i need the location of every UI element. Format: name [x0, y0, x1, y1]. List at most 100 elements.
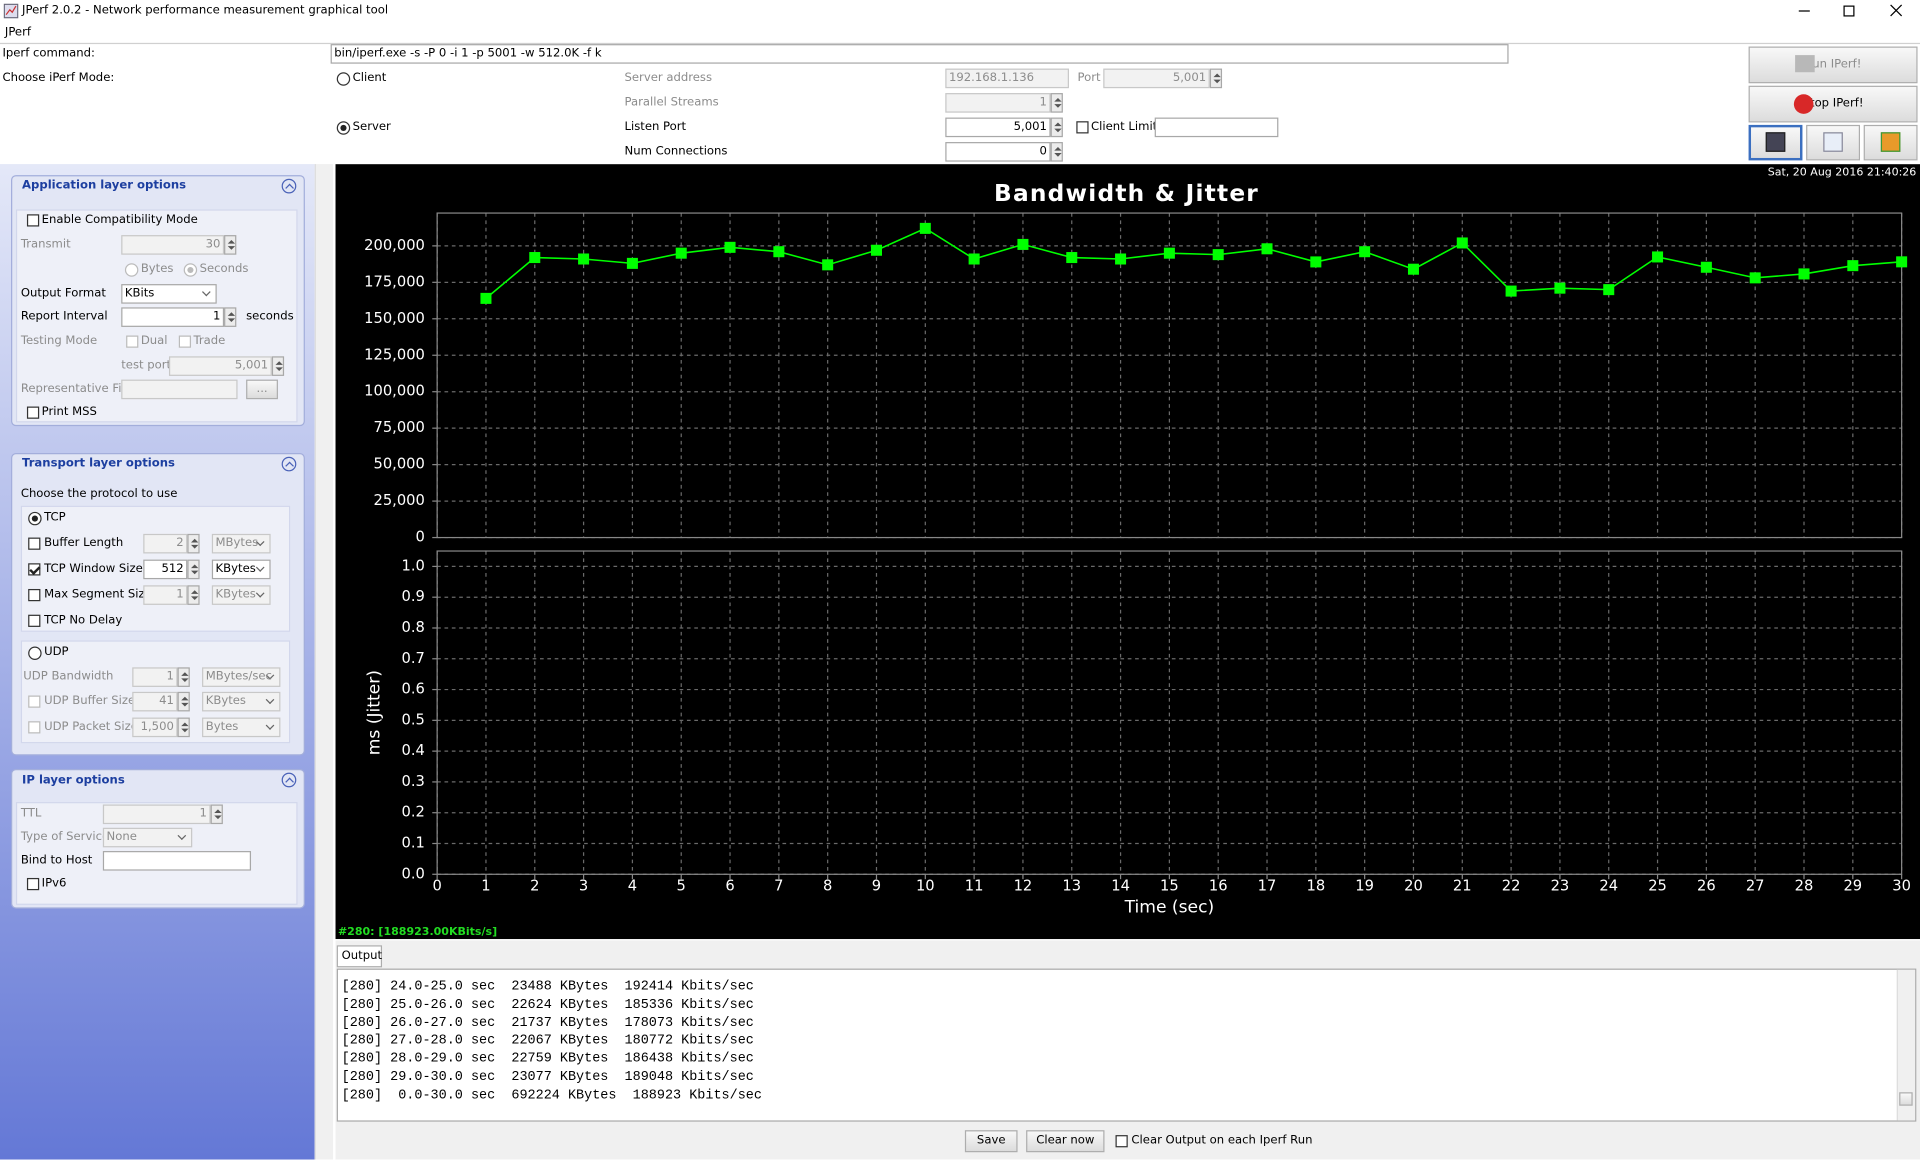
dropdown	[211, 533, 271, 554]
data-point	[1847, 260, 1859, 272]
chart-title: Bandwidth & Jitter	[994, 180, 1259, 207]
checkbox[interactable]	[28, 537, 41, 550]
command-field[interactable]	[330, 44, 1509, 64]
button-label[interactable]: Save	[976, 1133, 1006, 1148]
label: TTL	[20, 806, 42, 821]
label: Report Interval	[20, 309, 108, 324]
app-icon	[3, 3, 19, 19]
dropdown	[102, 827, 193, 848]
text-field	[168, 356, 272, 376]
stop-icon	[1793, 94, 1814, 114]
button-label[interactable]: Clear now	[1036, 1133, 1095, 1148]
label: Clear Output on each Iperf Run	[1131, 1133, 1313, 1148]
text-field	[121, 235, 225, 255]
y-tick-label: 200,000	[364, 237, 425, 254]
collapse-button[interactable]	[281, 178, 297, 194]
button	[246, 379, 278, 400]
field-value: 41	[159, 694, 174, 708]
checkbox[interactable]	[28, 614, 41, 627]
checkbox	[126, 335, 139, 348]
spinner	[224, 235, 237, 255]
text-field[interactable]	[945, 117, 1051, 138]
y-tick-label: 125,000	[364, 346, 425, 363]
toolbar-button[interactable]	[1748, 124, 1803, 161]
checkbox[interactable]	[26, 877, 40, 891]
spinner	[177, 717, 190, 738]
y-tick-label: 175,000	[364, 273, 425, 290]
label: Parallel Streams	[624, 95, 719, 109]
radio[interactable]	[28, 646, 42, 661]
menu-item[interactable]: JPerf	[4, 25, 31, 40]
text-field[interactable]	[102, 851, 252, 871]
field-value: 30	[205, 237, 221, 252]
spinner[interactable]	[187, 559, 200, 580]
collapse-button[interactable]	[281, 772, 297, 788]
label: Server	[352, 120, 391, 134]
scrollbar[interactable]	[1896, 969, 1916, 1121]
collapse-button[interactable]	[281, 456, 297, 472]
text-area[interactable]	[336, 968, 1917, 1122]
button-label[interactable]: Stop IPerf!	[1802, 96, 1864, 111]
dropdown[interactable]	[121, 284, 217, 304]
radio[interactable]	[28, 511, 42, 526]
text-field[interactable]	[143, 559, 188, 580]
y-tick-label: 50,000	[373, 456, 424, 473]
label: Dual	[140, 334, 168, 348]
x-tick-label: 16	[1209, 878, 1228, 895]
tab-label[interactable]: Output	[341, 948, 383, 963]
data-point	[626, 257, 638, 269]
field-value: 0	[1039, 144, 1047, 158]
label: Port	[1077, 71, 1101, 85]
x-tick-label: 10	[916, 878, 935, 895]
y-tick-label: 100,000	[364, 383, 425, 400]
spinner[interactable]	[224, 307, 237, 327]
data-point	[675, 247, 687, 259]
label: Bytes	[140, 262, 174, 276]
label: Trade	[193, 334, 226, 348]
tab[interactable]	[336, 945, 383, 968]
button[interactable]	[1026, 1130, 1105, 1153]
scroll-thumb[interactable]	[1899, 1092, 1913, 1106]
checkbox[interactable]	[26, 406, 40, 419]
spinner[interactable]	[1050, 142, 1063, 162]
radio[interactable]	[336, 121, 351, 135]
window-controls[interactable]	[1785, 0, 1920, 22]
checkbox	[178, 335, 192, 348]
label: TCP Window Size	[44, 562, 143, 576]
y2-tick-label: 0.8	[402, 619, 425, 636]
label: Print MSS	[41, 405, 97, 419]
data-point	[919, 222, 931, 234]
label: UDP Bandwidth	[23, 669, 114, 684]
spinner[interactable]	[1050, 117, 1063, 138]
data-point	[1749, 272, 1761, 284]
data-point	[1896, 256, 1908, 268]
dropdown	[202, 717, 281, 738]
x-tick-label: 19	[1355, 878, 1374, 895]
checkbox[interactable]	[28, 563, 41, 576]
dropdown[interactable]	[211, 559, 271, 580]
text-field	[945, 93, 1051, 113]
text-field[interactable]	[121, 307, 225, 327]
y2-axis-title: ms (Jitter)	[365, 670, 385, 755]
data-point	[1505, 285, 1517, 297]
checkbox[interactable]	[1076, 121, 1089, 134]
text-field[interactable]	[1154, 117, 1279, 138]
data-point	[578, 253, 590, 265]
label: Num Connections	[624, 144, 728, 158]
window-title: JPerf 2.0.2 - Network performance measur…	[22, 3, 389, 18]
button[interactable]	[964, 1130, 1018, 1153]
y2-tick-label: 0.0	[402, 865, 425, 882]
checkbox[interactable]	[26, 214, 40, 227]
button[interactable]	[1748, 85, 1918, 123]
x-tick-label: 26	[1697, 878, 1716, 895]
checkbox[interactable]	[1115, 1135, 1128, 1148]
field-value: 2	[176, 536, 184, 550]
radio	[183, 263, 198, 277]
checkbox[interactable]	[28, 588, 41, 602]
label: test port	[121, 358, 172, 373]
checkbox	[28, 721, 41, 734]
scrollbar[interactable]	[314, 164, 334, 1160]
radio[interactable]	[336, 72, 351, 86]
text-field[interactable]	[945, 142, 1051, 162]
